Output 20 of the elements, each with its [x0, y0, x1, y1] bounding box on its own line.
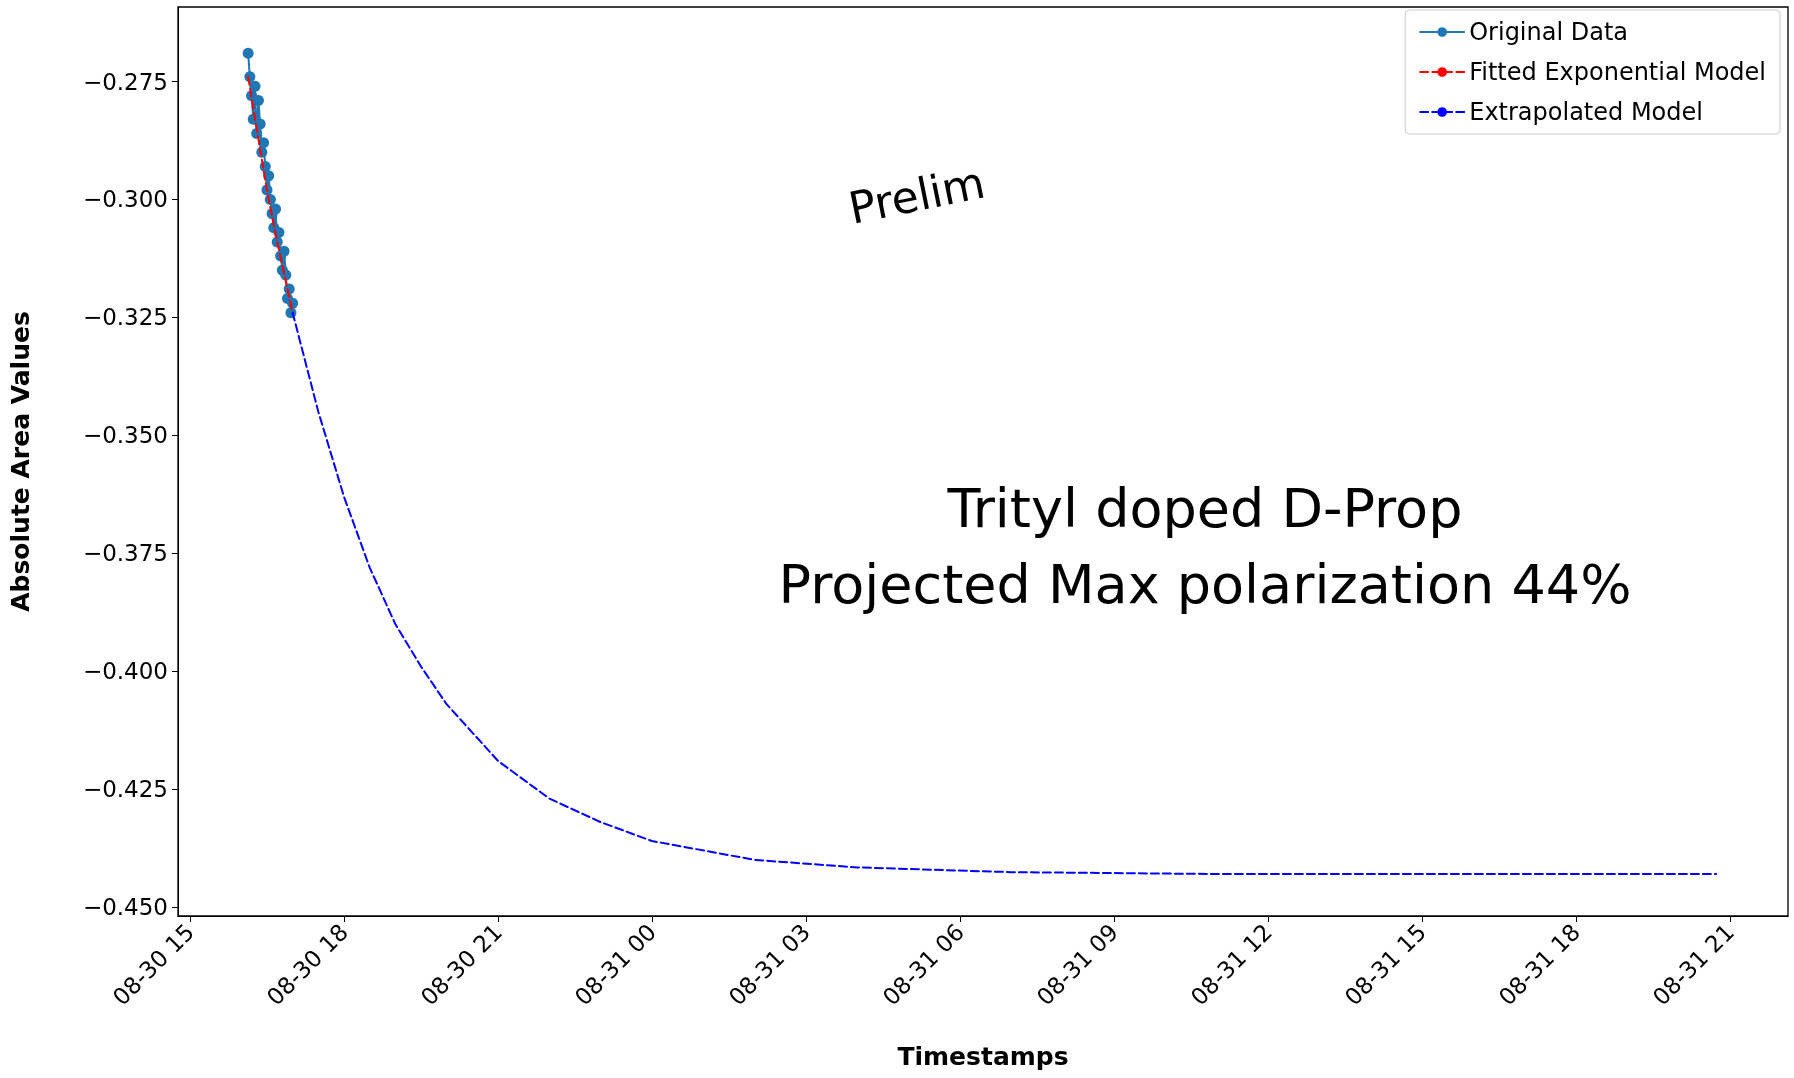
y-tick-label: −0.325 — [82, 304, 168, 331]
y-tick-label: −0.425 — [82, 776, 168, 803]
point — [252, 94, 264, 106]
y-tick-label: −0.350 — [82, 422, 168, 449]
y-tick-label: −0.450 — [82, 894, 168, 921]
y-axis-title: Absolute Area Values — [6, 311, 35, 612]
point — [242, 47, 254, 59]
legend-label: Extrapolated Model — [1469, 98, 1703, 126]
point — [278, 245, 290, 257]
legend-label: Fitted Exponential Model — [1469, 58, 1767, 86]
y-tick-label: −0.300 — [82, 186, 168, 213]
point — [258, 137, 270, 149]
legend-label: Original Data — [1469, 18, 1629, 46]
annotation: Trityl doped D-Prop Projected Max polarization 44% — [778, 476, 1632, 616]
x-axis-title: Timestamps — [897, 1042, 1069, 1071]
y-tick-label: −0.275 — [82, 68, 168, 95]
annotation: Prelim — [844, 156, 989, 234]
point — [249, 80, 261, 92]
y-tick-label: −0.375 — [82, 540, 168, 567]
y-tick-label: −0.400 — [82, 658, 168, 685]
